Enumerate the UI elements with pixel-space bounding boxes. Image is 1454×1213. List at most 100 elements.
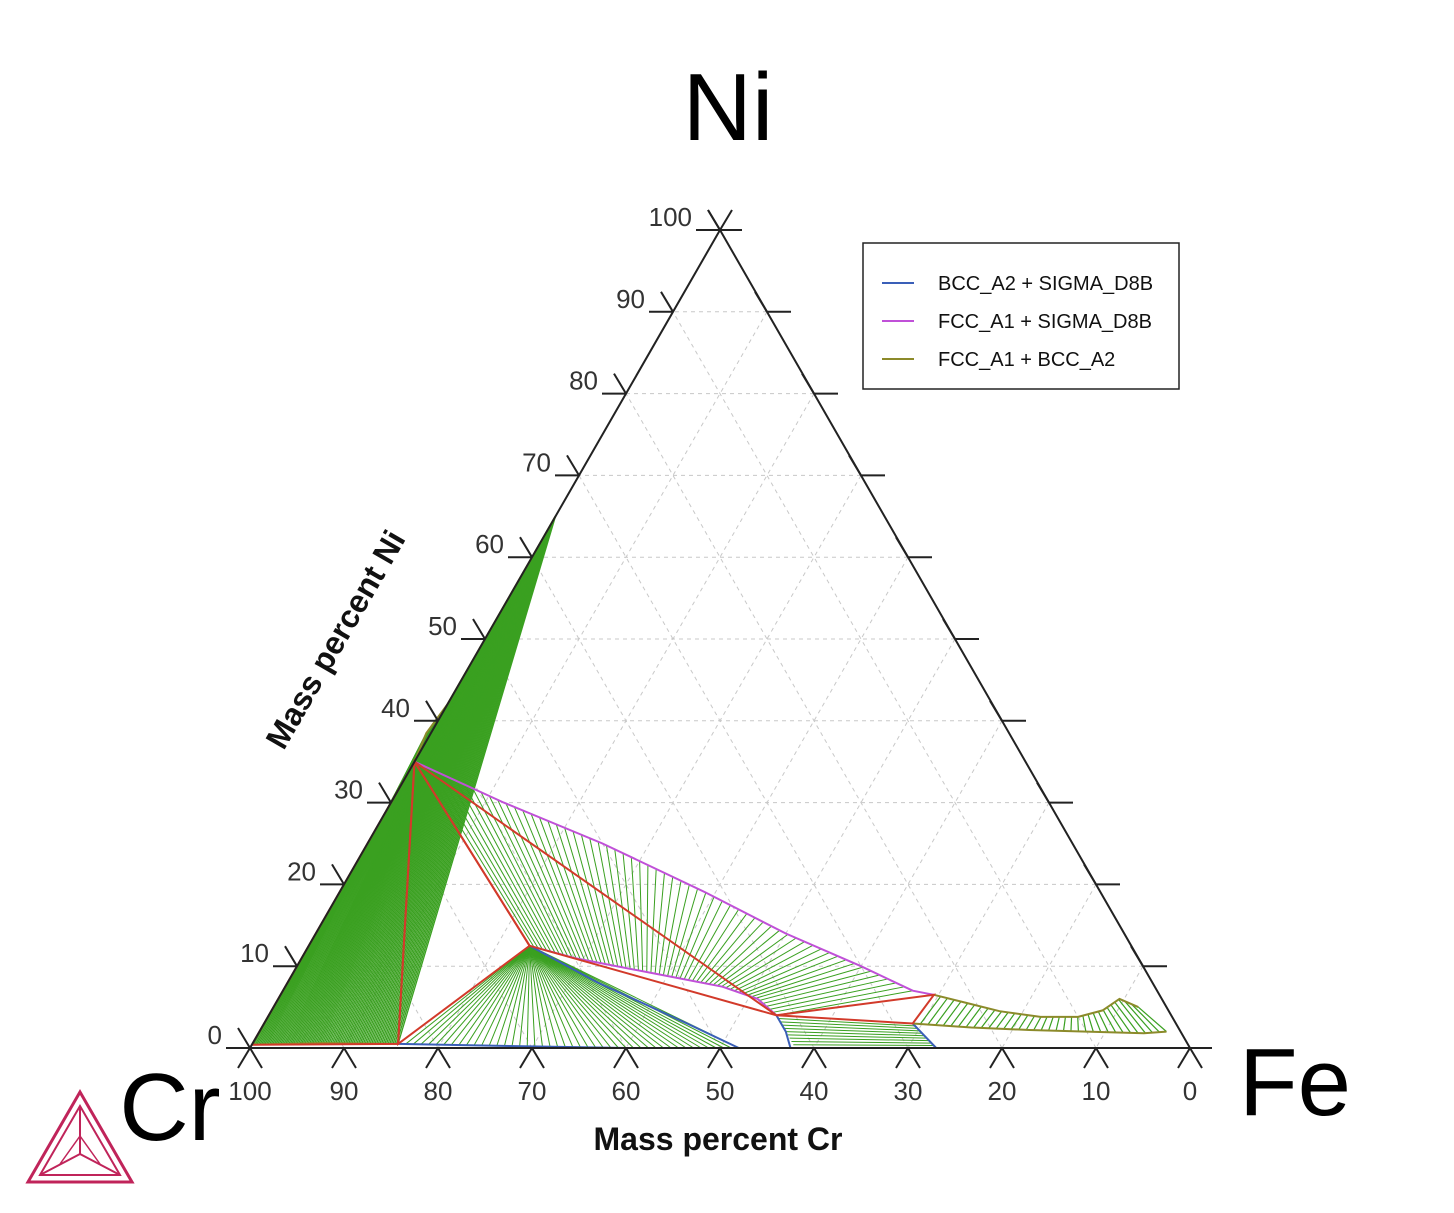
tie-line [1118,999,1146,1034]
left-tick-label: 60 [475,529,504,559]
tie-line [1010,1013,1022,1030]
tie-line [555,824,602,964]
tie-line [351,592,513,1044]
three-phase-triangles [250,758,937,1046]
tie-line [529,945,551,1047]
tie-line [793,1044,934,1047]
tie-line [529,945,619,1049]
tie-line [980,1009,996,1029]
legend-label: FCC_A1 + BCC_A2 [938,349,1115,371]
apex-label-right: Fe [1239,1029,1351,1136]
tie-line [273,722,435,1045]
tie-line [529,945,627,1049]
tie-line [387,532,547,1044]
tick-mark [237,1047,251,1069]
tie-line [1062,1016,1067,1032]
tie-line [529,945,664,1049]
tick-mark [989,700,1003,722]
tick-mark [1083,863,1097,885]
tie-line [1055,1016,1060,1031]
tie-line [529,945,694,1049]
tie-line [772,986,905,1013]
tie-line [529,945,574,1048]
tie-line [1137,1006,1167,1033]
tie-line [1124,1000,1153,1034]
tick-mark [613,1047,627,1069]
tie-line [385,535,546,1044]
tie-line [336,617,499,1044]
bottom-tick-label: 10 [1082,1076,1111,1106]
phase-boundary [911,1022,937,1049]
tie-line [572,831,610,965]
tie-line [354,587,516,1044]
tie-line [529,945,687,1049]
tie-line [1114,1001,1139,1034]
tie-line [1018,1014,1029,1030]
tie-line [353,589,514,1044]
tie-line [349,595,511,1044]
tie-line [480,791,564,956]
tick-mark [848,454,862,476]
left-tick-label: 70 [522,447,551,477]
tie-line [529,945,581,1048]
tie-line [539,817,594,962]
tie-line [529,945,702,1049]
tie-line [1110,1004,1132,1034]
grid-line-fe [531,475,862,1049]
tie-line [639,861,644,972]
tie-line [654,872,665,974]
tick-mark [707,209,721,231]
bottom-tick-label: 80 [424,1076,453,1106]
tick-mark [519,1047,533,1069]
tie-line [529,945,543,1047]
tie-line [412,945,530,1045]
tie-line [435,945,531,1045]
tie-line [529,945,559,1047]
tie-line [957,1004,976,1027]
tie-line [782,1024,920,1032]
tie-line [285,704,448,1045]
tie-line [778,1018,916,1027]
tie-line [712,929,780,986]
tie-line [505,803,577,959]
tick-mark [331,863,345,885]
tie-line [675,892,707,978]
tie-line [580,834,615,966]
tick-mark [989,1047,1003,1069]
three-phase-triangle [413,760,777,1017]
tie-line [1040,1016,1048,1031]
tie-line [1082,1015,1087,1032]
tie-line [650,868,657,973]
axis-ticks: 100 90 80 70 60 50 40 30 20 10 0010203040506070809… [208,202,1203,1106]
tie-line [717,933,789,987]
tie-line [529,945,679,1049]
three-phase-triangle [776,993,937,1025]
tie-line [331,625,494,1044]
tick-mark [1001,1047,1015,1069]
tick-mark [895,1047,909,1069]
tie-line [1131,1003,1160,1033]
bottom-tick-label: 0 [1183,1076,1197,1106]
tie-line [1092,1012,1102,1033]
tick-mark [1177,1047,1191,1069]
tie-line [472,788,560,955]
bottom-tick-label: 50 [706,1076,735,1106]
tie-line [734,948,822,992]
tie-line [364,570,525,1044]
phase-boundary [933,993,1139,1018]
tie-line [529,945,566,1048]
tick-mark [331,1047,345,1069]
tie-line [379,546,539,1044]
tie-line [503,945,531,1046]
tie-line [447,776,548,951]
tie-line [338,614,500,1044]
tie-line [358,581,519,1044]
left-tick-label: 80 [569,366,598,396]
tie-line [942,1001,962,1026]
tie-line [463,784,556,953]
tick-mark [1130,945,1144,967]
tie-line [529,945,657,1049]
tick-mark [237,1027,251,1049]
tie-line [529,945,536,1047]
tie-line [683,900,723,980]
